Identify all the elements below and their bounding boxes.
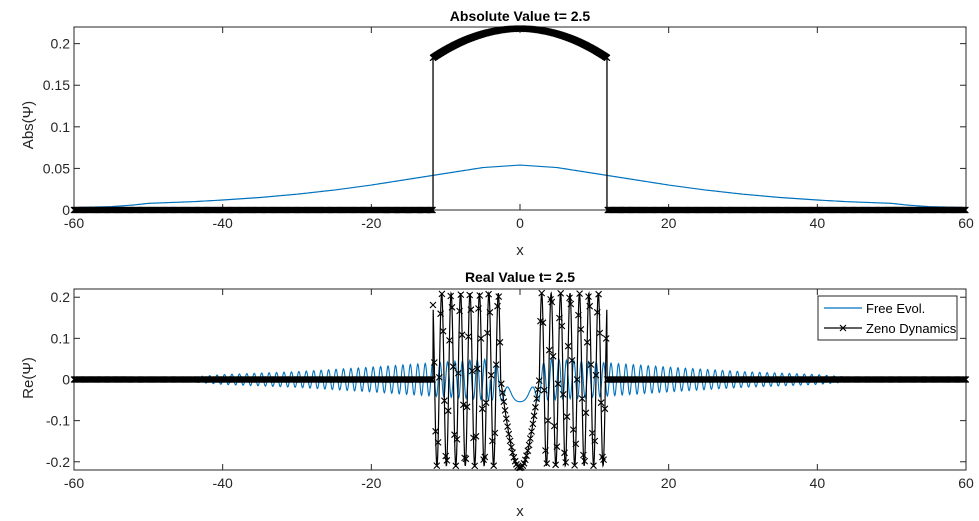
legend-entry-free-evol: Free Evol. bbox=[866, 301, 925, 316]
x-axis-label: x bbox=[516, 242, 524, 259]
x-tick-label: -60 bbox=[64, 475, 84, 491]
x-tick-label: 60 bbox=[958, 215, 974, 231]
x-tick-label: 20 bbox=[661, 215, 677, 231]
legend-entry-zeno: Zeno Dynamics bbox=[866, 321, 957, 336]
x-tick-label: 0 bbox=[516, 215, 524, 231]
series-zeno-dynamics-markers bbox=[70, 289, 970, 472]
y-tick-label: 0 bbox=[62, 372, 70, 388]
y-tick-label: 0.1 bbox=[51, 119, 71, 135]
abs-value-chart: Absolute Value t= 2.5 Abs(Ψ) x -60 -40 -20… bbox=[20, 8, 974, 259]
y-tick-label: -0.1 bbox=[46, 413, 70, 429]
series-free-evolution-line bbox=[73, 164, 967, 209]
x-tick-label: -40 bbox=[213, 475, 233, 491]
series-zeno-dynamics-markers bbox=[70, 25, 969, 214]
x-tick-label: 40 bbox=[810, 215, 826, 231]
y-tick-label: 0.1 bbox=[51, 330, 71, 346]
y-tick-label: -0.2 bbox=[46, 454, 70, 470]
legend-marker-x-icon bbox=[839, 324, 847, 332]
x-tick-label: -40 bbox=[213, 215, 233, 231]
y-axis-label: Re(Ψ) bbox=[20, 357, 37, 399]
x-tick-label: 40 bbox=[810, 475, 826, 491]
x-tick-label: 60 bbox=[958, 475, 974, 491]
y-tick-label: 0.2 bbox=[51, 289, 71, 305]
y-tick-label: 0.05 bbox=[43, 160, 70, 176]
x-tick-label: 0 bbox=[516, 475, 524, 491]
y-axis-label: Abs(Ψ) bbox=[20, 101, 37, 149]
y-tick-label: 0.2 bbox=[51, 36, 71, 52]
legend: Free Evol. Zeno Dynamics bbox=[817, 295, 958, 341]
y-tick-label: 0 bbox=[62, 202, 70, 218]
legend-box bbox=[817, 295, 958, 341]
x-tick-label: 20 bbox=[661, 475, 677, 491]
real-value-chart: Real Value t= 2.5 Re(Ψ) x -60 -40 -20 0 20 40… bbox=[20, 269, 974, 520]
x-tick-label: -20 bbox=[361, 475, 381, 491]
y-tick-label: 0.15 bbox=[43, 77, 70, 93]
x-tick-label: -20 bbox=[361, 215, 381, 231]
x-axis-label: x bbox=[516, 503, 524, 520]
chart-title: Real Value t= 2.5 bbox=[465, 269, 575, 285]
x-tick-label: -60 bbox=[64, 215, 84, 231]
chart-title: Absolute Value t= 2.5 bbox=[450, 8, 591, 24]
